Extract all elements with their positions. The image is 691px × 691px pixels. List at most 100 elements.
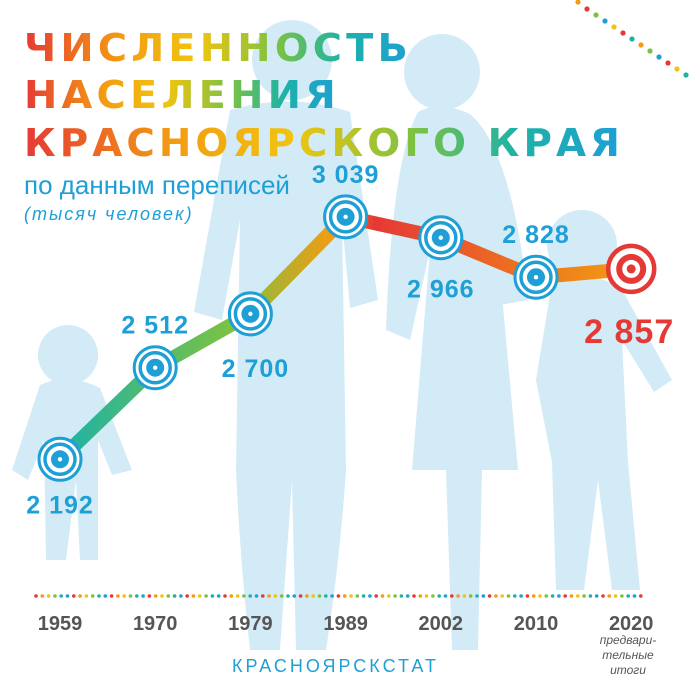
baseline-dot (122, 594, 126, 598)
data-label: 2 966 (407, 276, 475, 304)
baseline-dot (500, 594, 505, 598)
baseline-dot (613, 594, 618, 598)
baseline-dot (317, 594, 322, 598)
baseline-dot (519, 594, 523, 598)
baseline-dot (153, 594, 158, 598)
baseline-dot (185, 594, 189, 598)
x-tick-label: 2020 (609, 613, 654, 635)
data-label: 2 700 (222, 355, 290, 383)
baseline-dot (563, 594, 567, 598)
baseline-dot (305, 594, 309, 598)
confetti-decoration (575, 0, 689, 78)
target-circle-icon (132, 345, 178, 391)
x-tick-label: 1979 (228, 613, 273, 635)
baseline-dot (84, 594, 89, 598)
units-label: (тысяч человек) (24, 204, 194, 224)
baseline-dot (487, 594, 492, 598)
baseline-dot (437, 594, 442, 598)
baseline-dot (550, 594, 555, 598)
baseline-dot (418, 594, 423, 598)
series-line-segment (243, 209, 353, 321)
baseline-dot (481, 594, 486, 598)
baseline-dot (538, 594, 542, 598)
baseline-dot (53, 594, 57, 598)
baseline-dot (223, 594, 227, 598)
data-label: 2 512 (121, 312, 189, 340)
baseline-dot (557, 594, 561, 598)
page-title-line-2: НАСЕЛЕНИЯ (24, 72, 664, 117)
baseline-dot (109, 594, 114, 598)
baseline-dot (248, 594, 252, 598)
baseline-dot (594, 594, 599, 598)
subtitle: по данным переписей (24, 170, 290, 200)
baseline-dot (405, 594, 410, 598)
marker-ring (533, 275, 539, 280)
baseline-dot (254, 594, 259, 598)
baseline-dot (576, 594, 580, 598)
baseline-dot (620, 594, 624, 598)
baseline-dot (135, 594, 139, 598)
baseline-dot (393, 594, 397, 598)
baseline-dot (103, 594, 108, 598)
baseline-dot (380, 594, 385, 598)
marker-ring (248, 311, 253, 317)
baseline-dot (72, 594, 76, 598)
data-label: 2 828 (502, 221, 570, 249)
baseline-dot (569, 594, 574, 598)
baseline-dot (311, 594, 316, 598)
baseline-dot (368, 594, 372, 598)
baseline-dot (544, 594, 549, 598)
target-circle-icon (37, 436, 83, 482)
baseline-dot (166, 594, 171, 598)
baseline-dot (588, 594, 593, 598)
baseline-dot (267, 594, 271, 598)
target-circle-icon (513, 254, 559, 300)
baseline-dot (172, 594, 177, 598)
red-target-icon (605, 243, 657, 295)
x-tick-label: 1959 (38, 613, 83, 635)
marker-ring (57, 457, 63, 462)
marker-ring (153, 365, 158, 370)
footnote-line: тельные (602, 648, 654, 662)
baseline-dot (204, 594, 208, 598)
baseline-dot (279, 594, 284, 598)
baseline-dot (292, 594, 297, 598)
baseline-dot (235, 594, 240, 598)
baseline-dot (216, 594, 221, 598)
baseline-dot (374, 594, 379, 598)
baseline-dot (582, 594, 586, 598)
baseline-dot (342, 594, 347, 598)
baseline-dot (298, 594, 303, 598)
baseline-dot (468, 594, 473, 598)
baseline-dot (601, 594, 605, 598)
baseline-dot (387, 594, 391, 598)
marker-ring (626, 264, 636, 274)
baseline-dot (147, 594, 152, 598)
baseline-dot (34, 594, 38, 598)
baseline-dot (198, 594, 202, 598)
footnote-line: итоги (610, 663, 646, 677)
baseline-dot (494, 594, 498, 598)
title-text-2: НАСЕЛЕНИЯ (24, 73, 340, 117)
baseline-dot (424, 594, 429, 598)
baseline-dot (324, 594, 328, 598)
footnote-line: предвари- (599, 633, 657, 647)
baseline-dot (531, 594, 536, 598)
baseline-dot (242, 594, 246, 598)
baseline-dot (179, 594, 183, 598)
marker-ring (438, 235, 443, 240)
baseline-dot (639, 594, 643, 598)
baseline-dot (431, 594, 435, 598)
baseline-dot (443, 594, 448, 598)
baseline-dot (506, 594, 511, 598)
title-text-3: КРАСНОЯРСКОГО КРАЯ (24, 121, 624, 165)
baseline-dot (525, 594, 530, 598)
baseline-dot (349, 594, 353, 598)
data-label: 2 192 (26, 491, 94, 519)
target-circle-icon (323, 194, 369, 240)
marker-ring (343, 214, 348, 220)
baseline-dot (399, 594, 404, 598)
baseline-dot (141, 594, 145, 598)
x-tick-label: 1989 (323, 613, 368, 635)
